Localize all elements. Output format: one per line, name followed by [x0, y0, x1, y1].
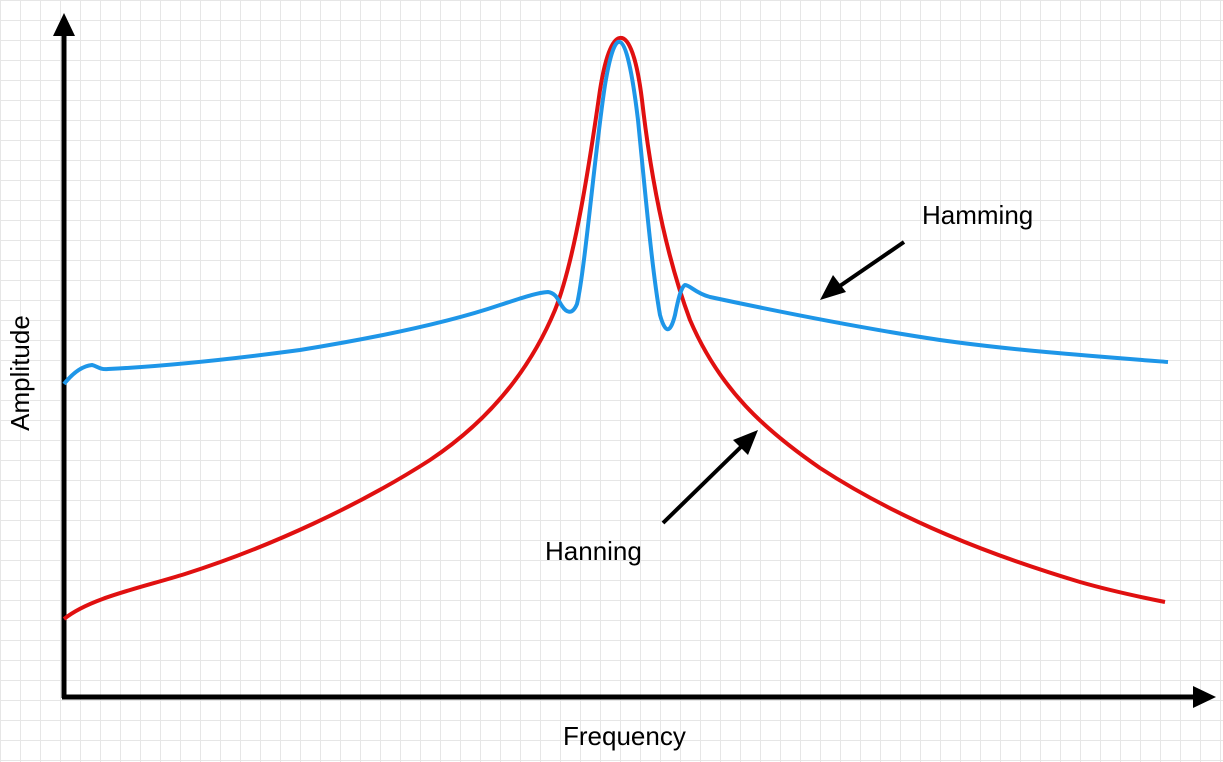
- x-axis-arrowhead: [1193, 686, 1216, 708]
- hanning-label: Hanning: [545, 536, 642, 566]
- y-axis-label: Amplitude: [5, 315, 35, 431]
- x-axis-label: Frequency: [563, 721, 686, 751]
- y-axis-arrowhead: [53, 13, 75, 36]
- hanning-pointer-arrow: [661, 440, 748, 525]
- hamming-pointer-arrowhead: [820, 275, 846, 300]
- hamming-label: Hamming: [922, 200, 1034, 230]
- hanning-curve: [62, 35, 1166, 621]
- hanning-pointer-arrowhead: [733, 430, 758, 455]
- hamming-curve: [62, 39, 1169, 386]
- hamming-pointer-arrow: [832, 240, 906, 292]
